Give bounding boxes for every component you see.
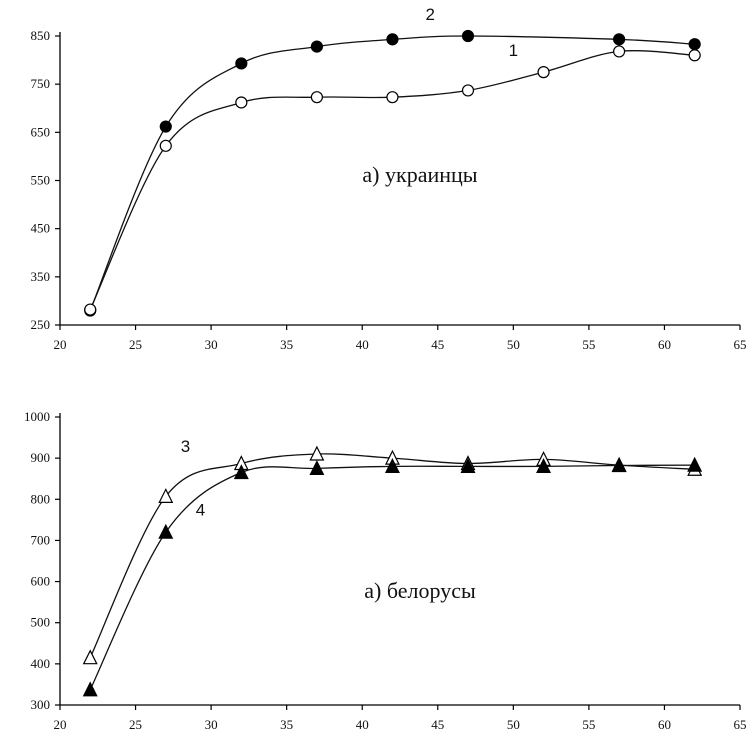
- data-point-series-2: [235, 57, 248, 70]
- data-point-series-1: [537, 66, 550, 79]
- series-line-3: [89, 453, 695, 658]
- data-point-series-3: [309, 445, 325, 461]
- data-point-series-4: [611, 457, 627, 473]
- x-tick-label: 55: [582, 717, 595, 732]
- data-point-series-3: [158, 488, 174, 504]
- data-point-series-1: [159, 139, 172, 152]
- chart-belarusians: a) белорусы 300 400 500 600 700 800 900 1000 20 2…: [24, 409, 747, 732]
- data-point-series-4: [309, 460, 325, 476]
- y-tick-label: 250: [31, 317, 51, 332]
- y-tick-label: 400: [31, 656, 51, 671]
- series-line-2: [89, 35, 695, 311]
- data-point-series-3: [82, 649, 98, 665]
- x-tick-label: 25: [129, 337, 142, 352]
- x-tick-label: 35: [280, 337, 293, 352]
- data-point-series-2: [688, 38, 701, 51]
- data-point-series-4: [233, 464, 249, 480]
- data-point-series-1: [613, 45, 626, 58]
- data-point-series-1: [84, 303, 97, 316]
- data-point-series-1: [688, 49, 701, 62]
- y-tick-label: 450: [31, 221, 51, 236]
- x-tick-label: 40: [356, 337, 369, 352]
- data-point-series-1: [386, 91, 399, 104]
- data-point-series-4: [687, 456, 703, 472]
- y-tick-label: 600: [31, 574, 51, 589]
- data-point-series-2: [613, 33, 626, 46]
- x-tick-label: 65: [734, 717, 747, 732]
- x-tick-label: 60: [658, 337, 671, 352]
- y-tick-label: 700: [31, 532, 51, 547]
- x-tick-label: 45: [431, 717, 444, 732]
- y-tick-label: 1000: [24, 409, 50, 424]
- y-tick-label: 850: [31, 28, 51, 43]
- data-point-series-4: [384, 458, 400, 473]
- x-tick-label: 65: [734, 337, 747, 352]
- x-tick-label: 60: [658, 717, 671, 732]
- y-tick-label: 500: [31, 615, 51, 630]
- x-tick-label: 30: [205, 337, 218, 352]
- data-point-series-4: [158, 523, 174, 539]
- data-point-series-4: [460, 458, 476, 473]
- y-tick-label: 900: [31, 450, 51, 465]
- chart-caption: a) белорусы: [364, 578, 476, 603]
- x-tick-label: 55: [582, 337, 595, 352]
- data-point-series-2: [461, 29, 475, 43]
- y-tick-label: 650: [31, 124, 51, 139]
- x-tick-label: 25: [129, 717, 142, 732]
- y-tick-label: 800: [31, 491, 51, 506]
- series-label: 1: [509, 41, 518, 60]
- data-point-series-4: [82, 681, 98, 697]
- series-label: 2: [425, 5, 434, 24]
- data-point-series-1: [461, 84, 475, 97]
- x-tick-label: 45: [431, 337, 444, 352]
- series-label: 3: [181, 437, 190, 456]
- chart-caption: a) украинцы: [362, 162, 477, 187]
- x-tick-label: 20: [54, 337, 67, 352]
- data-point-series-2: [310, 40, 323, 53]
- x-tick-label: 20: [54, 717, 67, 732]
- y-tick-label: 350: [31, 269, 51, 284]
- data-point-series-2: [386, 33, 399, 46]
- y-tick-label: 750: [31, 76, 51, 91]
- data-point-series-1: [310, 91, 323, 104]
- data-point-series-2: [159, 120, 172, 133]
- data-point-series-4: [536, 458, 552, 473]
- data-point-series-1: [235, 96, 248, 109]
- x-tick-label: 50: [507, 337, 520, 352]
- x-tick-label: 30: [205, 717, 218, 732]
- x-tick-label: 50: [507, 717, 520, 732]
- y-tick-label: 550: [31, 173, 51, 188]
- y-tick-label: 300: [31, 697, 51, 712]
- x-tick-label: 35: [280, 717, 293, 732]
- x-tick-label: 40: [356, 717, 369, 732]
- series-label: 4: [196, 501, 205, 520]
